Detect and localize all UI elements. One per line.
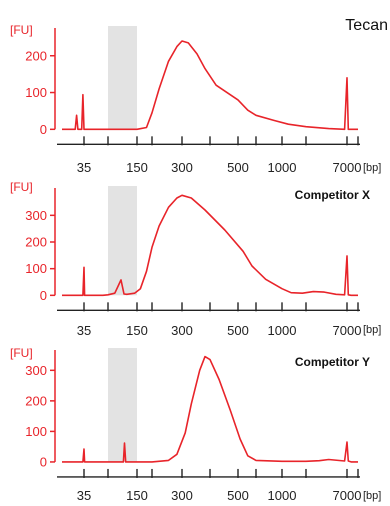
- series-line: [62, 194, 358, 297]
- y-tick-label: 0: [40, 122, 47, 137]
- y-tick-label: 200: [25, 235, 47, 250]
- series-line: [62, 40, 358, 131]
- x-tick-label: 300: [171, 160, 193, 175]
- y-tick-label: 100: [25, 85, 47, 100]
- x-unit-label: [bp]: [363, 490, 381, 502]
- shaded-region: [108, 348, 137, 462]
- panel-1: 0 100 200 [FU] 35 150 300 500 1000 7000 [bp] Tecan: [10, 17, 388, 175]
- panel-3: 0 100 200 300 [FU] 35 150 300 500 1000 7000 [bp] Com…: [10, 346, 381, 503]
- y-tick-label: 0: [40, 288, 47, 303]
- y-unit-label: [FU]: [10, 23, 33, 37]
- x-unit-label: [bp]: [363, 162, 381, 174]
- y-unit-label: [FU]: [10, 180, 33, 194]
- shaded-region: [108, 26, 137, 130]
- x-tick-label: 150: [126, 323, 148, 338]
- x-tick-label: 500: [227, 323, 249, 338]
- y-tick-label: 100: [25, 424, 47, 439]
- y-tick-label: 0: [40, 454, 47, 469]
- y-unit-label: [FU]: [10, 346, 33, 360]
- y-tick-label: 100: [25, 261, 47, 276]
- panel-title: Tecan: [345, 17, 388, 34]
- x-tick-label: 35: [77, 160, 91, 175]
- x-tick-label: 500: [227, 160, 249, 175]
- x-tick-label: 35: [77, 488, 91, 503]
- y-tick-label: 300: [25, 363, 47, 378]
- series-line: [62, 355, 358, 463]
- x-tick-label: 1000: [268, 160, 297, 175]
- y-tick-label: 200: [25, 48, 47, 63]
- x-tick-label: 35: [77, 323, 91, 338]
- x-tick-label: 1000: [268, 488, 297, 503]
- x-tick-label: 7000: [333, 323, 362, 338]
- x-tick-label: 150: [126, 488, 148, 503]
- panel-title: Competitor Y: [295, 355, 370, 369]
- panel-2: 0 100 200 300 [FU] 35 150 300 500 1000 7000 [bp] Com…: [10, 180, 381, 338]
- x-tick-label: 500: [227, 488, 249, 503]
- x-tick-label: 300: [171, 323, 193, 338]
- x-tick-label: 7000: [333, 488, 362, 503]
- shaded-region: [108, 186, 137, 296]
- x-tick-label: 150: [126, 160, 148, 175]
- x-tick-label: 7000: [333, 160, 362, 175]
- y-tick-label: 200: [25, 393, 47, 408]
- panel-title: Competitor X: [295, 188, 370, 202]
- x-tick-label: 300: [171, 488, 193, 503]
- x-unit-label: [bp]: [363, 324, 381, 336]
- x-tick-label: 1000: [268, 323, 297, 338]
- y-tick-label: 300: [25, 208, 47, 223]
